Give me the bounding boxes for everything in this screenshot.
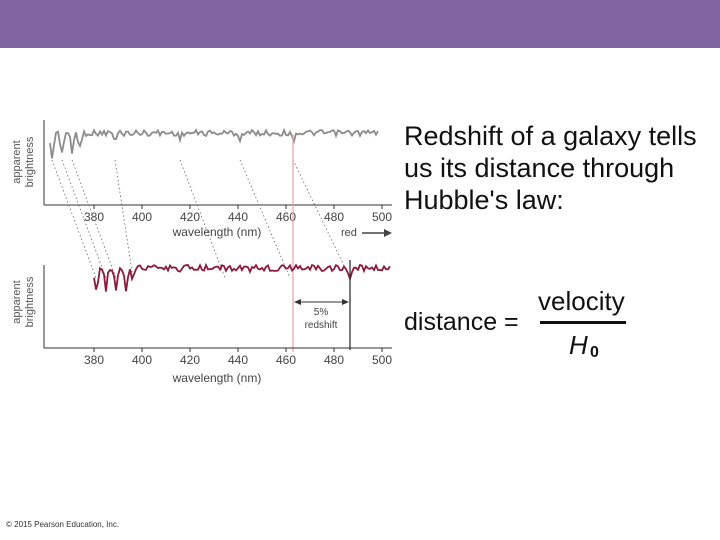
bottom-y-label-line2: brightness: [24, 276, 36, 327]
title-bar: [0, 0, 720, 48]
bottom-panel: 380 400 420 440 460 480 500 apparent brightnes…: [11, 260, 392, 385]
bottom-x-ticks: 380 400 420 440 460 480 500: [84, 348, 392, 367]
connector-line: [71, 159, 117, 279]
fraction-bar: [540, 321, 626, 324]
top-tick-label: 400: [132, 210, 152, 224]
bottom-x-label: wavelength (nm): [172, 371, 262, 385]
top-x-label: wavelength (nm): [172, 225, 262, 239]
redshift-arrow: [294, 299, 349, 305]
top-tick-label: 380: [84, 210, 104, 224]
bottom-spectrum-line: [93, 262, 391, 292]
bottom-y-label: apparent brightness: [11, 276, 36, 327]
equation-lhs: distance =: [404, 308, 519, 336]
top-y-label-line1: apparent: [11, 140, 23, 183]
bottom-tick-label: 500: [372, 353, 392, 367]
bottom-tick-label: 460: [276, 353, 296, 367]
connector-line: [292, 159, 351, 279]
equation-numerator: velocity: [538, 286, 625, 316]
bullet-text: Redshift of a galaxy tells us its distan…: [404, 121, 697, 215]
bottom-tick-label: 440: [228, 353, 248, 367]
bottom-y-label-line1: apparent: [11, 280, 23, 323]
connector-line: [61, 159, 107, 279]
top-tick-label: 500: [372, 210, 392, 224]
top-y-label: apparent brightness: [11, 136, 36, 187]
connector-line: [239, 159, 291, 279]
redshift-label-line1: 5%: [314, 307, 329, 318]
top-tick-label: 460: [276, 210, 296, 224]
line-shift-connectors: [51, 159, 351, 279]
top-x-ticks: 380 400 420 440 460 480 500: [84, 205, 392, 224]
top-tick-label: 420: [180, 210, 200, 224]
redshift-label-line2: redshift: [305, 320, 338, 331]
connector-line: [179, 159, 226, 279]
copyright-notice: © 2015 Pearson Education, Inc.: [6, 520, 120, 529]
redshift-spectra-figure: 380 400 420 440 460 480 500 apparent brightnes…: [11, 120, 392, 385]
equation-denominator: H: [569, 330, 588, 360]
top-panel: 380 400 420 440 460 480 500 apparent brightnes…: [11, 120, 392, 239]
red-arrow-label: red: [341, 227, 357, 239]
bottom-tick-label: 480: [324, 353, 344, 367]
equation-denominator-subscript: 0: [590, 344, 599, 361]
connector-line: [51, 159, 97, 279]
top-spectrum-line: [49, 127, 379, 159]
red-arrow: [362, 229, 392, 237]
bottom-tick-label: 400: [132, 353, 152, 367]
top-tick-label: 440: [228, 210, 248, 224]
connector-line: [114, 159, 134, 279]
top-y-label-line2: brightness: [24, 136, 36, 187]
bottom-tick-label: 420: [180, 353, 200, 367]
top-tick-label: 480: [324, 210, 344, 224]
bottom-tick-label: 380: [84, 353, 104, 367]
